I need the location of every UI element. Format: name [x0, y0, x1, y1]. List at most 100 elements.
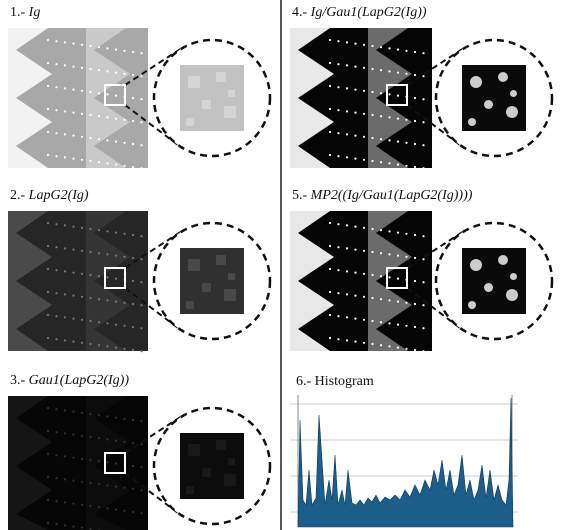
image-dot [55, 109, 57, 111]
image-dot [140, 489, 142, 491]
image-dot [329, 314, 331, 316]
image-dot [106, 70, 108, 72]
image-dot [414, 97, 416, 99]
panel-label: 5.- MP2((Ig/Gau1(LapG2(Ig)))) [292, 188, 473, 203]
image-dot [337, 109, 339, 111]
image-dot [106, 322, 108, 324]
image-dot [123, 256, 125, 258]
image-dot [123, 510, 125, 512]
image-dot [55, 408, 57, 410]
zoom-texture [216, 72, 226, 82]
image-dot [81, 319, 83, 321]
zoom-texture [506, 289, 518, 301]
zoom-texture [216, 440, 226, 450]
image-dot [55, 246, 57, 248]
image-dot [405, 165, 407, 167]
image-dot [106, 461, 108, 463]
image-dot [414, 166, 416, 168]
image-dot [115, 164, 117, 166]
image-dot [371, 274, 373, 276]
image-dot [47, 314, 49, 316]
image-dot [115, 347, 117, 349]
image-dot [123, 165, 125, 167]
image-dot [115, 417, 117, 419]
image-dot [363, 273, 365, 275]
image-dot [132, 349, 134, 351]
image-dot [123, 348, 125, 350]
image-dot [422, 304, 424, 306]
image-dot [380, 115, 382, 117]
image-dot [140, 304, 142, 306]
zoom-texture [188, 444, 200, 456]
image-dot [132, 280, 134, 282]
image-panel: 4.- Ig/Gau1(LapG2(Ig)) [290, 5, 552, 169]
image-dot [405, 256, 407, 258]
image-dot [47, 407, 49, 409]
image-dot [55, 63, 57, 65]
image-dot [132, 419, 134, 421]
image-dot [64, 339, 66, 341]
image-dot [72, 66, 74, 68]
image-dot [140, 75, 142, 77]
image-dot [55, 477, 57, 479]
image-dot [405, 348, 407, 350]
image-dot [337, 292, 339, 294]
image-dot [64, 156, 66, 158]
zoom-texture [188, 76, 200, 88]
image-dot [123, 302, 125, 304]
image-dot [397, 324, 399, 326]
image-dot [106, 253, 108, 255]
panel-name: Histogram [315, 374, 374, 389]
image [8, 211, 148, 351]
image-dot [47, 62, 49, 64]
image-dot [132, 257, 134, 259]
image-dot [115, 95, 117, 97]
image-dot [140, 281, 142, 283]
image-dot [81, 296, 83, 298]
image-dot [47, 476, 49, 478]
image-dot [397, 72, 399, 74]
image-dot [329, 154, 331, 156]
image-dot [106, 162, 108, 164]
image-dot [55, 292, 57, 294]
image-dot [397, 232, 399, 234]
image-dot [115, 278, 117, 280]
image-dot [89, 137, 91, 139]
image-dot [422, 75, 424, 77]
image-dot [55, 523, 57, 525]
zoom-texture [202, 283, 211, 292]
zoom-texture [202, 468, 211, 477]
image-dot [72, 503, 74, 505]
image-dot [47, 245, 49, 247]
panel-formula: LapG2(Ig) [28, 188, 89, 203]
image-dot [64, 87, 66, 89]
image-dot [89, 228, 91, 230]
image-dot [140, 258, 142, 260]
image-dot [72, 411, 74, 413]
image-dot [414, 257, 416, 259]
image-dot [123, 73, 125, 75]
figure: 6.- Histogram 1.- Ig2.- LapG2(Ig)3.- Gau… [0, 0, 561, 530]
panel-label: 3.- Gau1(LapG2(Ig)) [10, 373, 129, 388]
zoom-texture [468, 301, 476, 309]
image-dot [98, 69, 100, 71]
image-dot [89, 459, 91, 461]
image-dot [89, 274, 91, 276]
image-dot [64, 110, 66, 112]
image-dot [72, 457, 74, 459]
image-dot [422, 258, 424, 260]
image-dot [140, 121, 142, 123]
image-dot [55, 155, 57, 157]
image-dot [346, 156, 348, 158]
image-dot [414, 303, 416, 305]
image-dot [388, 116, 390, 118]
image-dot [72, 434, 74, 436]
image-dot [140, 98, 142, 100]
image-dot [380, 161, 382, 163]
zoom-texture [484, 283, 493, 292]
image-dot [72, 318, 74, 320]
image-dot [106, 93, 108, 95]
image-dot [132, 442, 134, 444]
panel-number: 5.- [292, 188, 308, 203]
image-dot [123, 119, 125, 121]
